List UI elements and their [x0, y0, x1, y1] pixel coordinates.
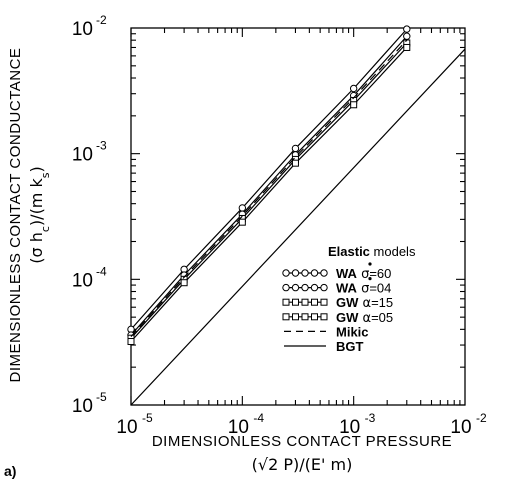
x-tick-label: 10 -5: [116, 411, 153, 438]
y-tick-base: 10: [72, 19, 93, 40]
y-tick-label: 10 -3: [72, 139, 107, 166]
legend-swatch-marker: [320, 269, 328, 277]
legend-swatch-marker: [292, 298, 299, 306]
legend-swatch-marker: [282, 313, 290, 321]
x-tick-label: 10 -4: [228, 411, 265, 438]
legend-swatch-marker: [282, 298, 290, 306]
y-tick-base: 10: [72, 145, 93, 166]
data-point-circle: [349, 84, 358, 93]
series-5: [130, 48, 466, 406]
data-point-square: [350, 101, 358, 109]
y-axis-label: DIMENSIONLESS CONTACT CONDUCTANCE: [7, 48, 24, 383]
y-tick-base: 10: [72, 270, 93, 291]
series-line: [130, 39, 408, 338]
x-tick-label: 10 -2: [450, 411, 487, 438]
data-point-circle: [403, 32, 411, 40]
series-3: [127, 43, 411, 346]
data-point-circle: [403, 25, 411, 33]
y-axis-formula: (σ hc)/(m ks): [27, 166, 52, 263]
panel-label: a): [4, 463, 16, 479]
y-tick-exponent: -5: [96, 390, 107, 404]
legend-swatch-marker: [320, 313, 328, 321]
legend-label: GW α=05: [336, 310, 393, 326]
legend-swatch-marker: [301, 269, 309, 277]
axes: [130, 27, 466, 406]
series-lines: [127, 25, 466, 406]
legend-entry-3: GW α=05: [282, 310, 393, 326]
legend-entry-5: BGT: [284, 339, 364, 354]
legend-swatch-marker: [301, 298, 309, 306]
legend-entry-4: Mikic: [284, 324, 369, 339]
legend-star-dot: [368, 277, 372, 281]
legend-swatch-marker: [310, 283, 319, 292]
x-tick-base: 10: [228, 417, 249, 438]
y-tick-label: 10 -2: [72, 13, 107, 40]
data-point-square: [180, 279, 188, 287]
y-tick-base: 10: [72, 396, 93, 417]
legend-star-dot: [368, 262, 372, 266]
series-line: [130, 35, 408, 336]
legend-entry-2: GW α=15: [282, 295, 393, 311]
y-tick-exponent: -3: [96, 139, 107, 153]
x-tick-exponent: -4: [253, 411, 264, 425]
x-tick-exponent: -2: [476, 411, 487, 425]
y-tick-label: 10 -4: [72, 264, 107, 291]
legend-swatch-marker: [291, 283, 300, 292]
legend-entry-0: WA σ=60: [282, 266, 391, 282]
series-4: [130, 39, 408, 338]
legend-label: BGT: [336, 339, 364, 354]
legend-label: GW α=15: [336, 295, 393, 311]
data-point-square: [238, 218, 246, 226]
x-tick-base: 10: [116, 417, 137, 438]
plot-frame: [130, 27, 466, 406]
data-point-square: [127, 338, 135, 346]
legend-swatch-marker: [311, 313, 318, 321]
series-0: [127, 25, 411, 334]
series-line: [130, 48, 466, 406]
legend-swatch-marker: [301, 313, 309, 321]
series-line: [130, 42, 408, 339]
data-point-square: [291, 159, 299, 167]
legend-label: WA σ=60: [336, 266, 391, 282]
legend-swatch-marker: [301, 283, 309, 292]
legend-swatch-marker: [320, 298, 328, 306]
y-tick-exponent: -4: [96, 264, 107, 278]
legend-swatch-marker: [311, 298, 318, 306]
y-tick-exponent: -2: [96, 13, 107, 27]
data-point-square: [403, 43, 411, 51]
legend-swatch-marker: [282, 269, 290, 277]
legend-swatch-marker: [291, 269, 300, 277]
x-tick-base: 10: [339, 417, 360, 438]
legend-label: WA σ=04: [336, 281, 391, 297]
legend-title: Elastic models: [328, 244, 416, 259]
data-point-circle: [291, 144, 300, 153]
x-tick-base: 10: [450, 417, 471, 438]
legend-swatch-marker: [320, 283, 328, 292]
tick-labels: 10 -5 10 -4 10 -3 10 -210 -510 -410 -310 -2: [72, 13, 487, 438]
series-line: [130, 47, 408, 342]
legend-entry-1: WA σ=04: [282, 281, 391, 297]
y-tick-label: 10 -5: [72, 390, 107, 417]
legend-swatch-marker: [292, 313, 299, 321]
legend-swatch-marker: [310, 269, 319, 277]
x-axis-label: DIMENSIONLESS CONTACT PRESSURE: [152, 433, 452, 450]
x-tick-label: 10 -3: [339, 411, 376, 438]
x-tick-exponent: -3: [365, 411, 376, 425]
data-point-circle: [238, 204, 247, 212]
legend-label: Mikic: [336, 324, 369, 339]
legend-swatch-marker: [282, 283, 290, 292]
x-tick-exponent: -5: [142, 411, 153, 425]
series-line: [130, 28, 408, 330]
x-axis-formula: (√2 P)/(E' m): [252, 455, 353, 474]
